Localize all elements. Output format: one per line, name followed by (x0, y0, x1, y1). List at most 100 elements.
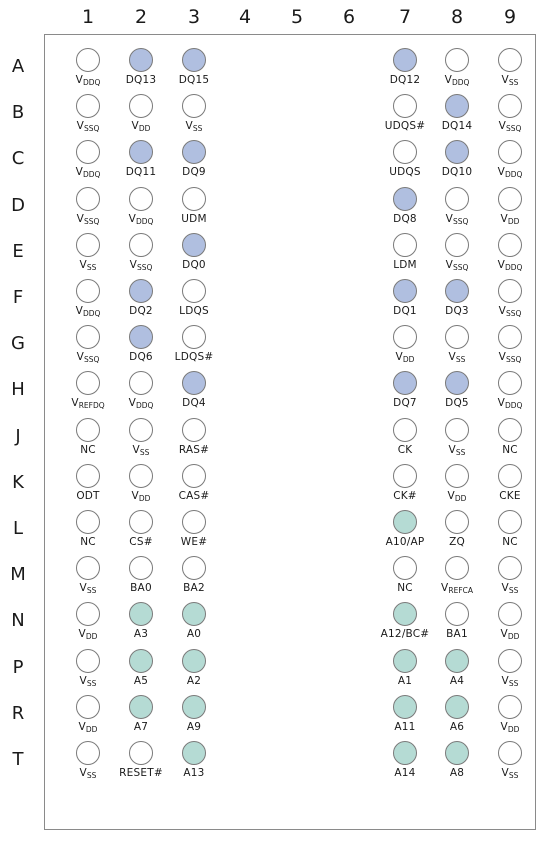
ball-H7 (393, 371, 417, 396)
ball-N8 (445, 602, 469, 627)
ball-label-H1: VREFDQ (48, 397, 128, 412)
ball-P9 (498, 648, 522, 673)
ball-label-F7: DQ1 (365, 305, 445, 317)
signal-name: V (500, 628, 508, 641)
ball-label-J3: RAS# (154, 444, 234, 456)
signal-name: A1 (397, 674, 413, 687)
signal-name: V (500, 720, 508, 733)
signal-name: V (79, 582, 87, 595)
signal-name: CKE (499, 489, 521, 502)
ball-label-J1: NC (48, 444, 128, 456)
ball-label-P7: A1 (365, 675, 445, 687)
ball-label-T3: A13 (154, 767, 234, 779)
ball-label-J7: CK (365, 444, 445, 456)
signal-subscript: SS (86, 678, 97, 688)
ball-H9 (498, 371, 522, 396)
ball-label-H8: DQ5 (417, 397, 497, 409)
ball-label-J2: VSS (101, 444, 181, 459)
ball-label-F1: VDDQ (48, 305, 128, 320)
signal-name: BA2 (183, 582, 205, 595)
ball-C8 (445, 140, 469, 165)
ball-label-B7: UDQS# (365, 120, 445, 132)
ball-label-N9: VDD (470, 628, 547, 643)
signal-subscript: DDQ (135, 216, 154, 226)
row-letter-J: J (15, 425, 21, 447)
ball-F2 (129, 279, 153, 303)
ball-D7 (393, 186, 417, 211)
ball-G7 (393, 325, 417, 350)
signal-name: V (131, 489, 139, 502)
ball-label-M7: NC (365, 582, 445, 594)
ball-label-R2: A7 (101, 721, 181, 733)
ball-P7 (393, 648, 417, 673)
ball-T8 (445, 741, 469, 765)
signal-name: NC (502, 443, 518, 456)
row-letter-K: K (12, 471, 24, 493)
column-number-2: 2 (134, 6, 148, 28)
signal-subscript: SSQ (505, 309, 522, 318)
ball-label-K9: CKE (470, 490, 547, 502)
signal-name: V (501, 74, 509, 86)
ball-J1 (76, 417, 100, 442)
signal-name: V (444, 74, 452, 86)
column-number-8: 8 (450, 6, 464, 28)
signal-subscript: DD (85, 632, 98, 642)
signal-name: A10/AP (385, 536, 425, 548)
ball-H3 (182, 371, 206, 396)
signal-subscript: REFCA (448, 586, 474, 596)
ball-E8 (445, 232, 469, 257)
ball-label-E7: LDM (365, 259, 445, 271)
ball-E1 (76, 232, 100, 257)
signal-name: BA1 (446, 628, 468, 641)
ball-T9 (498, 741, 522, 765)
signal-subscript: SS (508, 586, 519, 596)
ball-label-P3: A2 (154, 675, 234, 687)
signal-name: DQ10 (441, 166, 473, 179)
ball-K8 (445, 463, 469, 488)
ball-label-D7: DQ8 (365, 213, 445, 225)
signal-subscript: REFDQ (78, 401, 105, 411)
signal-name: A9 (186, 720, 202, 733)
ball-label-G1: VSSQ (48, 351, 128, 366)
ball-label-R8: A6 (417, 721, 497, 733)
ball-D8 (445, 186, 469, 211)
ball-D9 (498, 186, 522, 211)
signal-name: LDQS (179, 305, 209, 317)
ball-label-K2: VDD (101, 490, 181, 505)
signal-name: V (501, 674, 509, 687)
ball-label-R3: A9 (154, 721, 234, 733)
ball-G2 (129, 325, 153, 350)
row-letter-E: E (12, 240, 24, 262)
signal-subscript: SSQ (83, 216, 100, 226)
ball-label-P1: VSS (48, 675, 128, 690)
signal-name: V (79, 767, 87, 779)
signal-name: DQ2 (129, 305, 153, 317)
ball-T2 (129, 741, 153, 765)
row-letter-N: N (11, 610, 25, 632)
signal-name: V (448, 351, 456, 364)
signal-name: LDM (393, 258, 417, 271)
ball-label-R7: A11 (365, 721, 445, 733)
column-number-6: 6 (342, 6, 356, 28)
signal-name: NC (80, 443, 96, 456)
ball-L7 (393, 510, 417, 534)
ball-R3 (182, 694, 206, 719)
signal-name: CK# (393, 489, 417, 502)
ball-D3 (182, 186, 206, 211)
ball-M9 (498, 556, 522, 581)
ball-label-F2: DQ2 (101, 305, 181, 317)
signal-subscript: DDQ (82, 309, 101, 318)
signal-name: CS# (129, 536, 153, 548)
ball-label-D3: UDM (154, 213, 234, 225)
signal-name: A12/BC# (380, 628, 430, 641)
ball-label-C7: UDQS (365, 166, 445, 178)
signal-name: V (78, 720, 86, 733)
ball-G8 (445, 325, 469, 350)
column-number-3: 3 (187, 6, 201, 28)
ball-label-K7: CK# (365, 490, 445, 502)
signal-name: DQ9 (182, 166, 206, 179)
ball-label-L2: CS# (101, 536, 181, 548)
signal-subscript: DDQ (504, 170, 523, 180)
ball-label-G7: VDD (365, 351, 445, 366)
ball-A1 (76, 48, 100, 72)
